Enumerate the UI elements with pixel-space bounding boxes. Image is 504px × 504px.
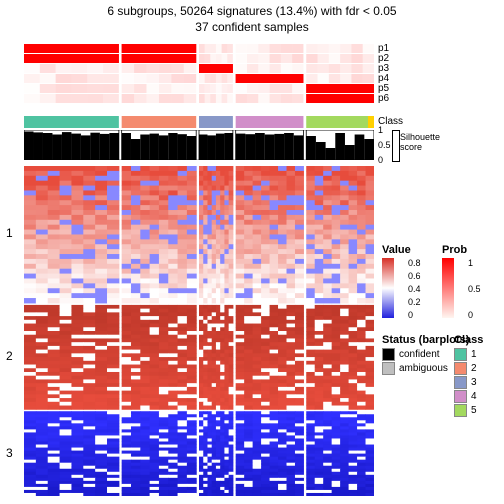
p-probability-tracks (24, 44, 374, 112)
row-cluster-label-2: 2 (6, 349, 13, 363)
figure-root: 6 subgroups, 50264 signatures (13.4%) wi… (0, 0, 504, 504)
row-cluster-label-3: 3 (6, 446, 13, 460)
main-heatmap (24, 166, 374, 496)
silhouette-barplot (24, 130, 374, 160)
legend-class-title: Class (454, 334, 483, 346)
silhouette-label: Silhouettescore (400, 132, 440, 152)
title-line-1: 6 subgroups, 50264 signatures (13.4%) wi… (0, 4, 504, 18)
title-line-2: 37 confident samples (0, 20, 504, 34)
class-annotation-bar (24, 116, 374, 128)
p-label-6: p6 (378, 93, 389, 104)
plot-area (24, 44, 374, 484)
legend-value-gradient (382, 258, 394, 318)
legend-prob-gradient (442, 258, 454, 318)
legend-prob-title: Prob (442, 244, 467, 256)
legend-value-title: Value (382, 244, 411, 256)
row-cluster-label-1: 1 (6, 226, 13, 240)
